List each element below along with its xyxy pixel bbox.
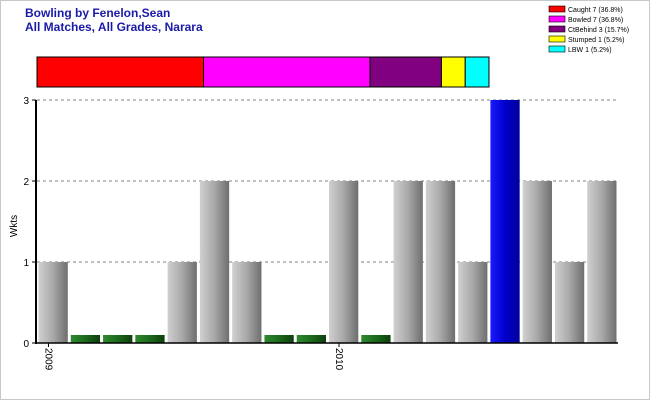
bar bbox=[522, 181, 552, 343]
chart-subtitle: All Matches, All Grades, Narara bbox=[25, 20, 203, 34]
bar bbox=[38, 262, 68, 343]
bar bbox=[135, 335, 165, 343]
y-tick-label: 2 bbox=[23, 177, 29, 188]
legend-label: Bowled 7 (36.8%) bbox=[568, 17, 623, 24]
axes bbox=[35, 100, 618, 344]
y-tick-labels: 0 1 2 3 bbox=[23, 96, 36, 350]
legend-swatch bbox=[548, 45, 566, 53]
gridlines bbox=[37, 99, 618, 263]
bar bbox=[103, 335, 133, 343]
chart-title: Bowling by Fenelon,Sean bbox=[25, 6, 171, 20]
legend-label: CtBehind 3 (15.7%) bbox=[568, 27, 629, 34]
bar bbox=[361, 335, 391, 343]
y-tick-label: 3 bbox=[23, 96, 29, 107]
bar bbox=[490, 100, 520, 343]
bar bbox=[296, 335, 326, 343]
y-tick-label: 0 bbox=[23, 339, 29, 350]
dismissal-stacked-bar bbox=[36, 56, 490, 88]
legend-swatch bbox=[548, 35, 566, 43]
dismissal-segment bbox=[203, 56, 371, 88]
bar bbox=[458, 262, 488, 343]
bar bbox=[587, 181, 617, 343]
legend-label: LBW 1 (5.2%) bbox=[568, 47, 612, 54]
dismissal-segment bbox=[440, 56, 466, 88]
legend: Caught 7 (36.8%) Bowled 7 (36.8%) CtBehind… bbox=[548, 5, 629, 54]
legend-swatch bbox=[548, 5, 566, 13]
bars bbox=[38, 100, 617, 343]
x-tick-label: 2010 bbox=[333, 348, 344, 371]
x-tick-labels: 2009 2010 bbox=[43, 343, 344, 371]
bar bbox=[167, 262, 197, 343]
bar bbox=[329, 181, 359, 343]
bar bbox=[199, 181, 230, 343]
bar bbox=[232, 262, 262, 343]
y-axis-label: Wkts bbox=[9, 215, 20, 237]
bar bbox=[264, 335, 294, 343]
legend-label: Caught 7 (36.8%) bbox=[568, 7, 623, 14]
x-tick-label: 2009 bbox=[43, 348, 54, 371]
y-tick-label: 1 bbox=[23, 258, 29, 269]
dismissal-segment bbox=[369, 56, 442, 88]
legend-swatch bbox=[548, 25, 566, 33]
bar bbox=[70, 335, 101, 343]
bar bbox=[554, 262, 585, 343]
dismissal-segment bbox=[464, 56, 490, 88]
dismissal-segment bbox=[36, 56, 205, 88]
bar bbox=[393, 181, 423, 343]
legend-label: Stumped 1 (5.2%) bbox=[568, 37, 624, 44]
bar bbox=[425, 181, 456, 343]
legend-swatch bbox=[548, 15, 566, 23]
